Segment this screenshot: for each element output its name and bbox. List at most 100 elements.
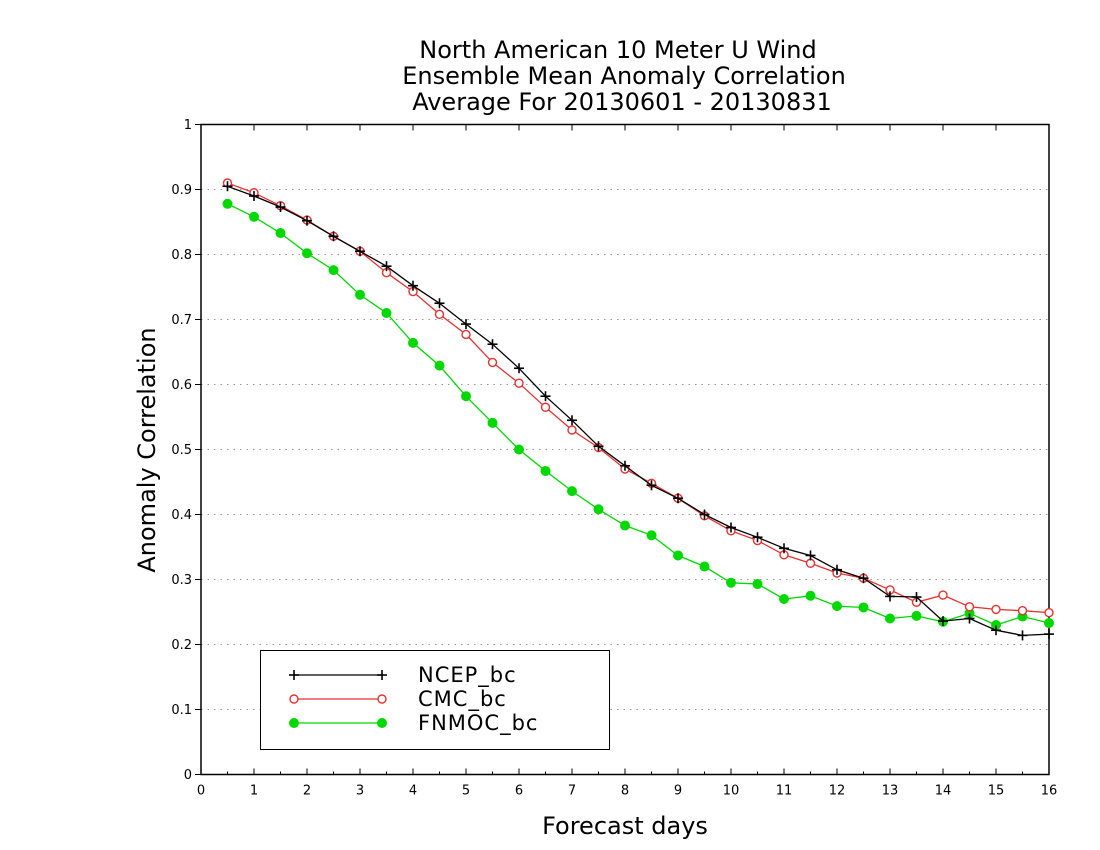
data-point <box>567 425 577 435</box>
data-point <box>355 289 365 300</box>
data-point <box>646 530 657 541</box>
legend-item: NCEP_bc <box>289 663 517 688</box>
x-tick-label: 2 <box>303 784 311 799</box>
horizontal-gridlines <box>201 189 1049 710</box>
data-point <box>593 441 604 452</box>
x-tick-label: 8 <box>621 784 629 799</box>
data-point <box>275 202 286 213</box>
legend-label: CMC_bc <box>418 687 507 712</box>
x-tick-label: 5 <box>462 784 470 799</box>
y-tick-label: 0 <box>184 768 192 783</box>
legend-marker-end <box>377 694 387 704</box>
x-tick-label: 16 <box>1041 784 1058 799</box>
data-point <box>779 594 789 604</box>
y-tick-label: 1 <box>184 118 192 133</box>
data-point <box>540 391 551 402</box>
x-tick-label: 9 <box>674 784 682 799</box>
data-point <box>726 522 736 533</box>
data-point <box>699 561 710 572</box>
x-tick-label: 0 <box>197 784 205 799</box>
data-point <box>567 486 577 497</box>
legend-item: CMC_bc <box>289 687 507 712</box>
y-tick-label: 0.2 <box>171 638 192 653</box>
data-point <box>355 246 365 257</box>
legend-item: FNMOC_bc <box>289 711 538 736</box>
data-point <box>408 280 418 291</box>
data-point <box>911 592 922 603</box>
series-FNMOC_bc <box>222 198 1054 630</box>
x-tick-label: 14 <box>935 784 952 799</box>
y-axis-label: Anomaly Correlation <box>133 327 161 572</box>
data-point <box>620 520 630 531</box>
data-point <box>673 493 683 504</box>
chart-title-line-1: North American 10 Meter U Wind <box>419 36 816 64</box>
y-tick-label: 0.7 <box>171 313 192 328</box>
data-point <box>514 378 524 388</box>
legend-marker-start <box>289 694 299 704</box>
data-point <box>1017 606 1028 616</box>
data-point <box>249 211 259 222</box>
data-point <box>1044 607 1054 618</box>
x-axis-label: Forecast days <box>542 812 708 840</box>
y-tick-label: 0.8 <box>171 248 192 263</box>
data-point <box>885 613 895 624</box>
y-tick-label: 0.6 <box>171 378 192 393</box>
data-point <box>938 590 948 600</box>
y-tick-label: 0.4 <box>171 508 192 523</box>
data-point <box>752 579 763 590</box>
data-point <box>1044 618 1054 629</box>
data-point <box>381 261 392 272</box>
x-tick-label: 3 <box>356 784 364 799</box>
data-point <box>328 265 339 276</box>
data-point <box>567 415 577 426</box>
data-point <box>249 191 259 201</box>
data-point <box>858 573 869 584</box>
data-series <box>222 178 1054 641</box>
x-tick-label: 4 <box>409 784 417 799</box>
data-point <box>540 402 551 412</box>
legend-marker-end <box>377 670 387 680</box>
data-point <box>381 308 392 318</box>
data-point <box>593 504 604 515</box>
data-point <box>1017 630 1028 641</box>
data-point <box>911 610 922 621</box>
legend-label: FNMOC_bc <box>418 711 538 736</box>
legend-marker-start <box>289 718 299 728</box>
data-point <box>964 602 975 612</box>
y-tick-label: 0.3 <box>171 573 192 588</box>
legend-label: NCEP_bc <box>418 663 517 688</box>
series-line <box>227 203 1050 626</box>
series-line <box>227 185 1050 637</box>
x-tick-label: 12 <box>829 784 846 799</box>
x-tick-label: 13 <box>882 784 899 799</box>
data-point <box>885 591 895 602</box>
chart-title-line-2: Ensemble Mean Anomaly Correlation <box>402 62 846 90</box>
data-point <box>434 298 445 309</box>
data-point <box>302 215 312 226</box>
x-tick-label: 7 <box>568 784 576 799</box>
data-point <box>328 231 339 242</box>
data-point <box>461 391 471 402</box>
data-point <box>832 601 842 612</box>
data-point <box>805 590 816 601</box>
x-tick-label: 10 <box>723 784 740 799</box>
data-point <box>514 363 524 374</box>
data-point <box>461 319 471 330</box>
x-tick-label: 11 <box>776 784 793 799</box>
data-point <box>991 604 1001 615</box>
data-point <box>991 625 1001 636</box>
chart-title: North American 10 Meter U Wind Ensemble … <box>402 36 846 116</box>
data-point <box>487 417 498 428</box>
data-point <box>222 198 233 209</box>
data-point <box>540 465 551 476</box>
x-tick-label: 6 <box>515 784 523 799</box>
y-tick-label: 0.9 <box>171 183 192 198</box>
data-point <box>699 509 710 520</box>
data-point <box>434 309 445 319</box>
data-point <box>832 564 842 575</box>
data-point <box>487 339 498 350</box>
data-point <box>620 460 630 471</box>
data-point <box>222 181 233 192</box>
